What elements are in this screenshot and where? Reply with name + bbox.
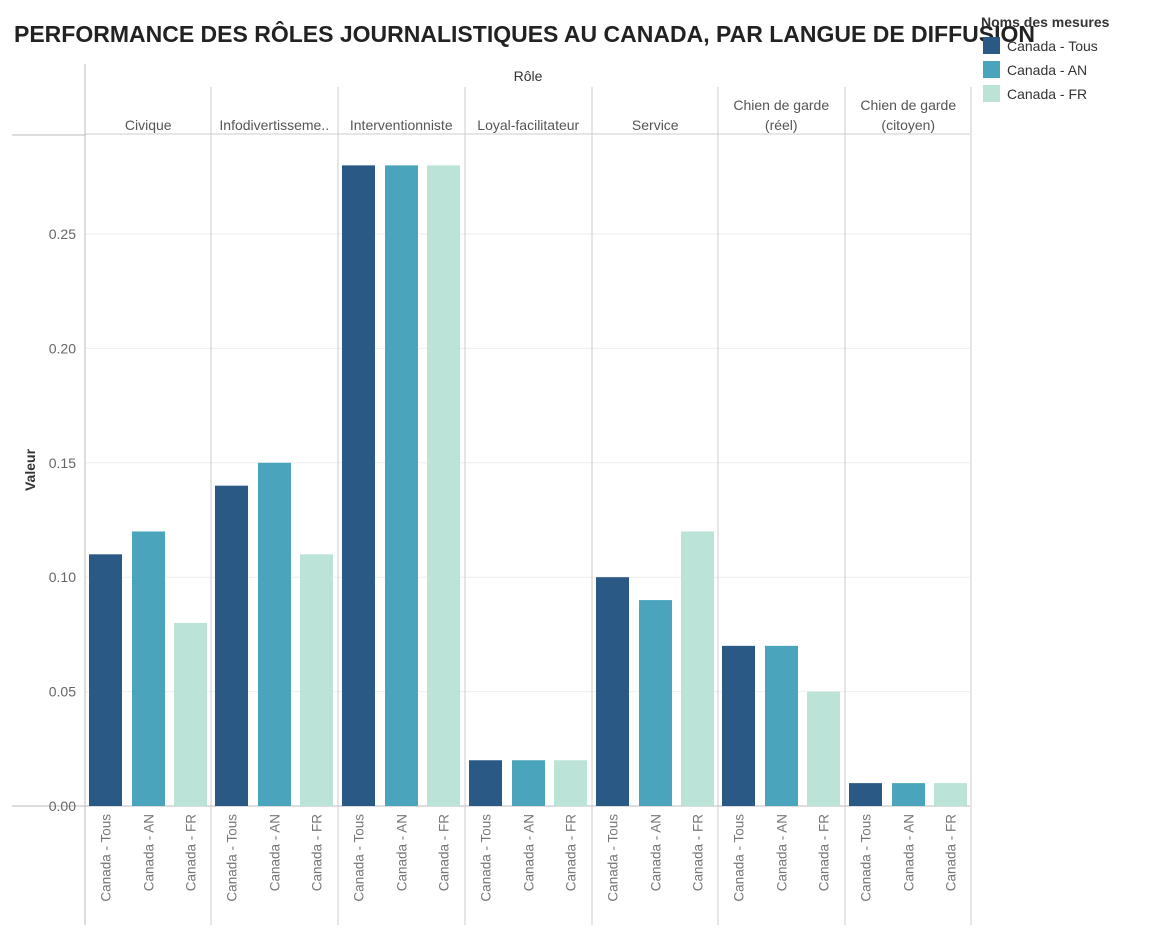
role-label: Chien de garde: [860, 97, 956, 113]
x-tick-label: Canada - FR: [944, 814, 959, 892]
x-tick-label: Canada - Tous: [479, 814, 494, 902]
y-tick-label: 0.25: [49, 226, 76, 242]
role-label: (réel): [765, 117, 798, 133]
legend-entry: Canada - FR: [1007, 86, 1087, 102]
x-tick-label: Canada - Tous: [352, 814, 367, 902]
role-label: Service: [632, 117, 679, 133]
bar-tous: [342, 165, 375, 807]
x-tick-label: Canada - Tous: [606, 814, 621, 902]
bar-tous: [722, 645, 755, 806]
role-label: Infodivertisseme..: [219, 117, 329, 133]
x-tick-label: Canada - FR: [437, 814, 452, 892]
bar-tous: [469, 760, 502, 806]
x-tick-label: Canada - FR: [184, 814, 199, 892]
x-tick-label: Canada - AN: [142, 814, 157, 891]
x-tick-label: Canada - AN: [775, 814, 790, 891]
bar-an: [892, 783, 925, 806]
bar-an: [639, 600, 672, 806]
bar-fr: [681, 531, 714, 806]
role-label: (citoyen): [881, 117, 935, 133]
y-tick-label: 0.15: [49, 455, 76, 471]
x-tick-label: Canada - Tous: [859, 814, 874, 902]
x-tick-label: Canada - AN: [395, 814, 410, 891]
bar-fr: [934, 783, 967, 806]
y-axis-label: Valeur: [22, 448, 38, 491]
x-tick-label: Canada - AN: [649, 814, 664, 891]
y-tick-label: 0.00: [49, 798, 76, 814]
legend-title: Noms des mesures: [981, 14, 1110, 30]
legend-swatch: [983, 37, 1000, 54]
bar-an: [385, 165, 418, 807]
bar-tous: [215, 485, 248, 806]
bar-fr: [807, 691, 840, 806]
bar-fr: [427, 165, 460, 807]
bar-fr: [300, 554, 333, 806]
bar-tous: [89, 554, 122, 806]
legend-swatch: [983, 85, 1000, 102]
role-label: Civique: [125, 117, 172, 133]
bar-an: [512, 760, 545, 806]
y-tick-label: 0.20: [49, 340, 76, 356]
y-tick-label: 0.10: [49, 569, 76, 585]
role-label: Loyal-facilitateur: [477, 117, 579, 133]
bar-an: [132, 531, 165, 806]
x-tick-label: Canada - FR: [310, 814, 325, 892]
x-tick-label: Canada - FR: [817, 814, 832, 892]
bar-tous: [596, 577, 629, 806]
y-tick-label: 0.05: [49, 684, 76, 700]
x-tick-label: Canada - FR: [691, 814, 706, 892]
x-tick-label: Canada - AN: [268, 814, 283, 891]
x-tick-label: Canada - AN: [902, 814, 917, 891]
legend-swatch: [983, 61, 1000, 78]
column-header: Rôle: [514, 68, 543, 84]
bar-tous: [849, 783, 882, 806]
legend-entry: Canada - Tous: [1007, 38, 1098, 54]
x-tick-label: Canada - FR: [564, 814, 579, 892]
x-tick-label: Canada - Tous: [732, 814, 747, 902]
x-tick-label: Canada - Tous: [99, 814, 114, 902]
bar-an: [765, 645, 798, 806]
bar-an: [258, 462, 291, 806]
x-tick-label: Canada - Tous: [225, 814, 240, 902]
bar-fr: [174, 622, 207, 806]
role-label: Interventionniste: [350, 117, 453, 133]
x-tick-label: Canada - AN: [522, 814, 537, 891]
legend-entry: Canada - AN: [1007, 62, 1087, 78]
chart-title: PERFORMANCE DES RÔLES JOURNALISTIQUES AU…: [14, 20, 1035, 47]
role-label: Chien de garde: [733, 97, 829, 113]
bar-fr: [554, 760, 587, 806]
